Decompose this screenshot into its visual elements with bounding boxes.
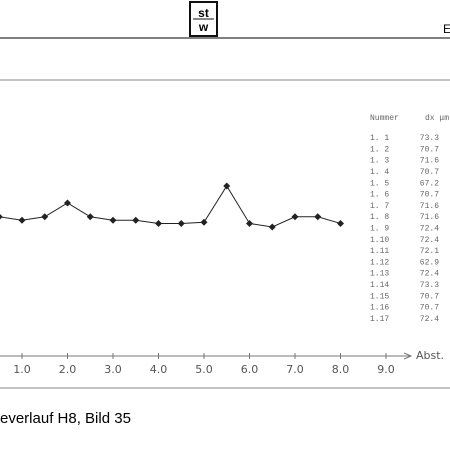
table-cell: 70.7 <box>420 168 439 177</box>
table-cell: 1.12 <box>370 258 389 267</box>
data-point <box>246 219 253 227</box>
data-point <box>109 216 117 224</box>
x-tick-label: 4.0 <box>150 363 168 376</box>
page-letter: E <box>443 22 450 36</box>
data-point <box>41 213 49 221</box>
table-cell: 1.11 <box>370 247 389 256</box>
caption: everlauf H8, Bild 35 <box>0 410 131 427</box>
axis-arrow <box>403 352 413 360</box>
data-point <box>268 223 276 231</box>
data-point <box>64 199 71 207</box>
table-cell: 72.4 <box>420 225 439 234</box>
plot <box>0 182 344 231</box>
table-cell: 73.3 <box>420 134 439 143</box>
x-tick-label: 9.0 <box>377 363 395 376</box>
x-axis-label: Abst. <box>416 349 444 362</box>
table-cell: 1.16 <box>370 304 389 313</box>
table-cell: 72.1 <box>420 247 439 256</box>
table-cell: 70.7 <box>420 191 439 200</box>
x-tick-label: 7.0 <box>286 363 304 376</box>
table-cell: 72.4 <box>420 315 439 324</box>
table-cell: 1. 5 <box>370 179 389 188</box>
data-point <box>132 216 140 224</box>
data-point <box>155 219 162 227</box>
logo-text: st <box>198 6 209 20</box>
table-cell: 1.13 <box>370 270 389 279</box>
table-cell: 1. 8 <box>370 213 389 222</box>
table-cell: 67.2 <box>420 179 439 188</box>
table-cell: 70.7 <box>420 304 439 313</box>
table-header: dx μm <box>425 114 449 123</box>
data-point <box>223 182 231 190</box>
data-point <box>314 213 322 221</box>
table-cell: 1. 7 <box>370 202 389 211</box>
table-cell: 70.7 <box>420 145 439 154</box>
data-point <box>0 214 3 220</box>
table-cell: 1.14 <box>370 281 389 290</box>
table-cell: 70.7 <box>420 292 439 301</box>
x-tick-label: 8.0 <box>332 363 350 376</box>
table-cell: 1.15 <box>370 292 389 301</box>
data-point <box>337 219 344 227</box>
table-header: Nummer <box>370 114 399 123</box>
table-cell: 1. 4 <box>370 168 389 177</box>
data-point <box>291 213 299 221</box>
table-cell: 1.10 <box>370 236 389 245</box>
x-tick-label: 2.0 <box>59 363 77 376</box>
table-cell: 71.6 <box>420 213 439 222</box>
x-tick-label: 1.0 <box>13 363 31 376</box>
x-tick-label: 3.0 <box>104 363 122 376</box>
table-cell: 1. 2 <box>370 145 389 154</box>
table-cell: 71.6 <box>420 157 439 166</box>
table-cell: 1. 3 <box>370 157 389 166</box>
table-cell: 1.17 <box>370 315 389 324</box>
data-point <box>200 218 208 226</box>
table-cell: 72.4 <box>420 236 439 245</box>
table-cell: 73.3 <box>420 281 439 290</box>
x-tick-label: 5.0 <box>195 363 213 376</box>
logo-text: w <box>198 20 209 34</box>
data-point <box>86 213 94 221</box>
data-point <box>18 216 26 224</box>
x-tick-label: 6.0 <box>241 363 259 376</box>
table-cell: 62.9 <box>420 258 439 267</box>
table-cell: 71.6 <box>420 202 439 211</box>
table-cell: 1. 9 <box>370 225 389 234</box>
table-cell: 1. 6 <box>370 191 389 200</box>
data-point <box>177 219 185 227</box>
table-cell: 1. 1 <box>370 134 389 143</box>
table-cell: 72.4 <box>420 270 439 279</box>
